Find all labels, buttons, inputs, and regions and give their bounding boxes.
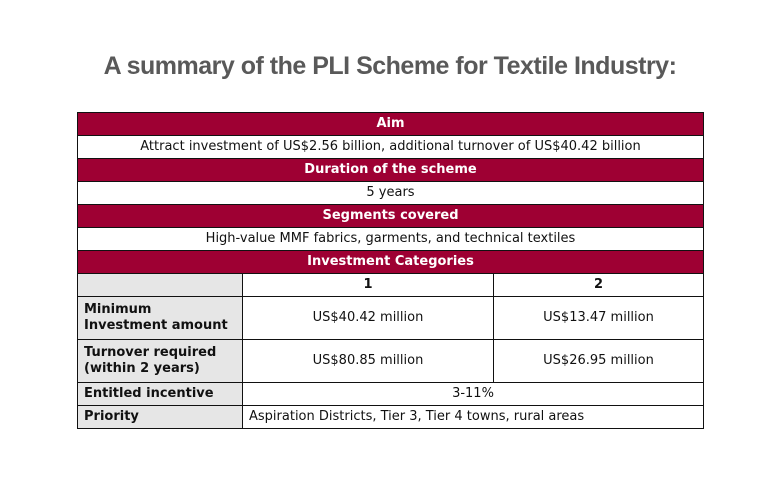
aim-header: Aim <box>76 112 705 136</box>
min-investment-cat-2: US$13.47 million <box>492 296 705 340</box>
row-label-entitled-incentive: Entitled incentive <box>77 382 243 406</box>
turnover-cat-2: US$26.95 million <box>492 339 705 383</box>
table-row: Priority Aspiration Districts, Tier 3, T… <box>77 405 705 429</box>
aim-value: Attract investment of US$2.56 billion, a… <box>76 135 705 159</box>
row-label-min-investment: Minimum Investment amount <box>77 296 243 340</box>
table-row: Entitled incentive 3-11% <box>77 382 705 406</box>
segments-header: Segments covered <box>76 204 705 228</box>
column-header-blank <box>77 273 243 297</box>
column-header-category-1: 1 <box>242 273 494 297</box>
row-label-turnover: Turnover required (within 2 years) <box>77 339 243 383</box>
investment-categories-header: Investment Categories <box>76 250 705 274</box>
segments-value: High-value MMF fabrics, garments, and te… <box>76 227 705 251</box>
duration-header: Duration of the scheme <box>76 158 705 182</box>
turnover-cat-1: US$80.85 million <box>242 339 494 383</box>
page-title: A summary of the PLI Scheme for Textile … <box>103 52 677 80</box>
priority-value: Aspiration Districts, Tier 3, Tier 4 tow… <box>241 405 705 429</box>
table-row: Turnover required (within 2 years) US$80… <box>77 339 705 383</box>
table-row: Minimum Investment amount US$40.42 milli… <box>77 296 705 340</box>
column-header-category-2: 2 <box>492 273 705 297</box>
min-investment-cat-1: US$40.42 million <box>242 296 494 340</box>
pli-summary-table: Aim Attract investment of US$2.56 billio… <box>76 112 705 429</box>
row-label-priority: Priority <box>77 405 243 429</box>
duration-value: 5 years <box>76 181 705 205</box>
entitled-incentive-value: 3-11% <box>241 382 705 406</box>
